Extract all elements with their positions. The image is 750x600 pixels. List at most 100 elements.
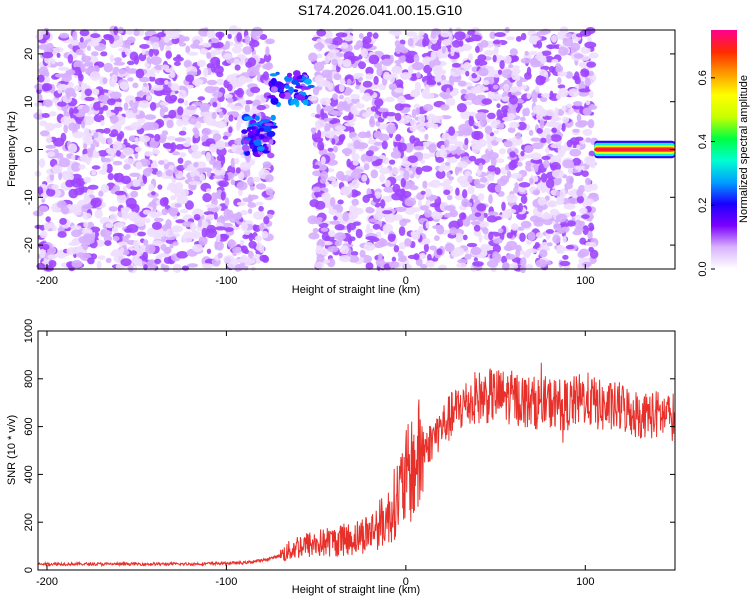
spectrogram-cell-1240 — [206, 224, 216, 234]
spectrogram-cell-3005 — [549, 90, 554, 100]
spectrogram-cell-623 — [71, 229, 82, 238]
spectrogram-cell-1444 — [183, 231, 193, 236]
spectrogram-cell-1459 — [245, 61, 253, 68]
spectrogram-cell-816 — [223, 255, 235, 264]
spectrogram-cell-3365 — [471, 144, 481, 154]
spectrogram-cell-2155 — [428, 181, 434, 187]
spectrogram-cell-3098 — [422, 180, 428, 189]
spectrogram-cell-3296 — [422, 36, 430, 47]
spectrogram-cell-1167 — [174, 203, 182, 208]
spectrogram-cell-3124 — [557, 150, 565, 158]
spectrogram-cell-2924 — [489, 31, 496, 40]
spectrogram-cell-2489 — [464, 137, 469, 146]
spectrogram-cell-2629 — [342, 211, 350, 222]
spectrogram-cell-233 — [158, 160, 165, 165]
spectrogram-cell-1304 — [240, 221, 248, 231]
spectrogram-cell-2277 — [571, 104, 584, 110]
snr-y-tick-label-0: 0 — [23, 567, 35, 573]
spectrogram-cell-1349 — [167, 81, 172, 88]
spectrogram-cell-3006 — [440, 30, 451, 38]
spectrogram-cell-768 — [255, 183, 267, 190]
spectrogram-cell-1236 — [47, 254, 58, 260]
spectrogram-cell-2817 — [356, 103, 365, 109]
spectrogram-cell-2481 — [471, 130, 481, 140]
spectrogram-cell-1115 — [233, 58, 240, 67]
spectrogram-cell-1419 — [67, 81, 74, 88]
spectrogram-cell-719 — [159, 41, 165, 52]
spectrogram-cell-1031 — [154, 64, 164, 71]
spectrogram-cell-1672 — [531, 142, 544, 150]
spectrogram-cell-730 — [199, 111, 212, 117]
spectrogram-cell-3074 — [576, 144, 581, 150]
spectrogram-cell-2724 — [562, 116, 570, 124]
spectrogram-cell-3346 — [320, 170, 329, 181]
spectrogram-cell-1072 — [77, 72, 83, 79]
spectrogram-cell-1054 — [66, 247, 78, 255]
spectrogram-cell-2944 — [332, 36, 344, 46]
spectrogram-cell-3193 — [430, 31, 437, 39]
spectrogram-cell-3305 — [561, 105, 567, 112]
spectrogram-cell-1370 — [71, 178, 82, 188]
spectrogram-cell-2963 — [366, 223, 371, 233]
spectrogram-cell-2679 — [506, 170, 512, 179]
spectrogram-cell-223 — [232, 45, 242, 54]
spectrogram-cell-3344 — [375, 191, 381, 199]
spectrogram-cell-2250 — [540, 93, 552, 98]
spectrogram-cell-3115 — [426, 80, 437, 86]
spectrogram-cell-1100 — [39, 120, 48, 127]
spectrogram-cell-2887 — [454, 31, 466, 41]
spectrogram-cell-1075 — [217, 252, 223, 259]
spectrogram-cell-3250 — [557, 77, 562, 85]
spectrogram-cell-2950 — [420, 159, 426, 164]
spectrogram-cell-2321 — [324, 37, 336, 44]
spectrogram-cell-2443 — [438, 264, 447, 271]
spectrogram-cell-3110 — [350, 104, 358, 115]
spectrogram-cell-1875 — [582, 198, 595, 205]
spectrogram-cell-3261 — [327, 246, 339, 253]
spectrogram-cell-2847 — [429, 60, 435, 68]
spectrogram-cell-1605 — [307, 84, 315, 89]
spectrogram-cell-2342 — [568, 108, 575, 114]
spectrogram-cell-1287 — [232, 246, 242, 253]
spectrogram-x-tick-label-2: 0 — [403, 275, 409, 287]
spectrogram-cell-3173 — [394, 112, 402, 122]
spectrogram-cell-1108 — [142, 175, 148, 185]
spectrogram-cell-2636 — [339, 255, 351, 263]
spectrogram-cell-2283 — [524, 50, 529, 56]
spectrogram-cell-2818 — [566, 103, 573, 108]
spectrogram-cell-975 — [86, 45, 91, 51]
spectrogram-cell-1351 — [144, 114, 157, 120]
spectrogram-cell-274 — [129, 172, 141, 177]
spectrogram-cell-482 — [137, 231, 147, 237]
spectrogram-cell-3294 — [405, 165, 410, 171]
spectrogram-cell-3144 — [578, 88, 591, 93]
spectrogram-cell-1423 — [192, 79, 202, 86]
spectrogram-cell-1767 — [457, 258, 468, 264]
spectrogram-cell-947 — [196, 116, 201, 122]
spectrogram-cell-2995 — [544, 109, 555, 117]
spectrogram-cell-2114 — [456, 262, 468, 268]
spectrogram-cell-13 — [221, 222, 233, 228]
spectrogram-cell-1429 — [105, 257, 112, 263]
spectrogram-cell-1319 — [216, 189, 223, 196]
spectrogram-cell-3265 — [329, 220, 341, 225]
spectrogram-cell-2089 — [324, 123, 331, 133]
spectrogram-cell-1303 — [199, 48, 209, 55]
spectrogram-cell-2405 — [507, 127, 516, 133]
spectrogram-cell-676 — [219, 215, 224, 220]
spectrogram-cell-3207 — [387, 233, 396, 242]
spectrogram-cell-3131 — [356, 142, 369, 150]
spectrogram-cell-1565 — [304, 78, 312, 85]
spectrogram-cell-1461 — [208, 143, 217, 153]
spectrogram-cell-3157 — [381, 140, 388, 150]
spectrogram-cell-948 — [116, 193, 127, 204]
spectrogram-cell-3197 — [509, 86, 518, 93]
spectrogram-cell-1250 — [172, 56, 184, 62]
spectrogram-cell-2101 — [427, 253, 432, 261]
spectrogram-cell-1415 — [125, 234, 131, 239]
spectrogram-cell-725 — [109, 54, 114, 63]
spectrogram-cell-3130 — [441, 46, 446, 54]
spectrogram-cell-3225 — [358, 33, 364, 39]
spectrogram-cell-2631 — [487, 112, 496, 120]
spectrogram-cell-2922 — [497, 228, 504, 234]
